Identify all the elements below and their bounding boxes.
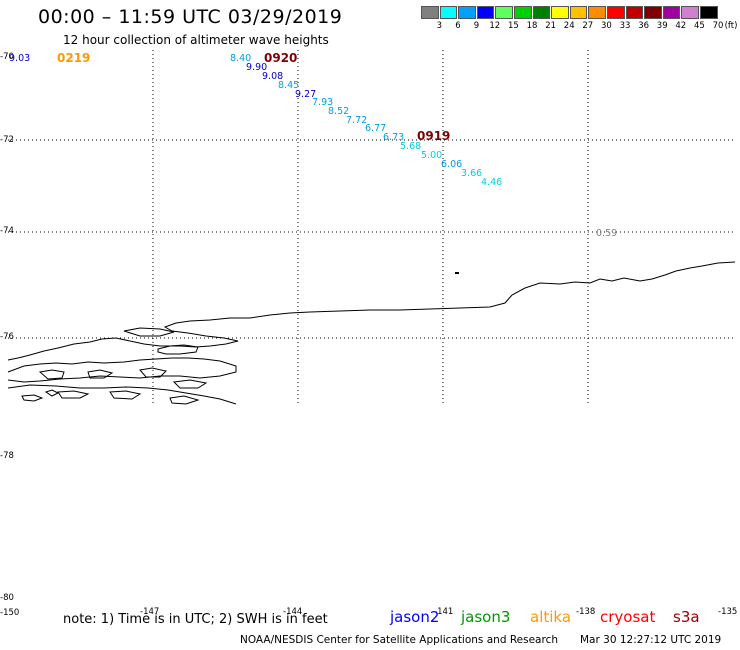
wave-height-colorbar <box>421 6 719 19</box>
coast-loop-8 <box>57 390 90 399</box>
colorbar-swatch <box>588 6 606 19</box>
swh-reading: 6.73 <box>383 132 405 143</box>
swh-reading: 9.03 <box>9 53 31 64</box>
orbit-time-label: 0219 <box>57 51 91 65</box>
lat-label-74: -74 <box>0 226 14 236</box>
coast-loop-4 <box>87 369 114 379</box>
lon-label-147: -147 <box>140 607 160 617</box>
coast-loop-11 <box>169 395 200 405</box>
colorbar-swatch <box>513 6 532 19</box>
colorbar-tick: 3 <box>436 21 443 31</box>
orbit-time-label: 0920 <box>264 51 298 65</box>
lat-label-80: -80 <box>0 593 14 603</box>
lat-label-72: -72 <box>0 135 14 145</box>
ice-shelf-edge <box>7 261 736 361</box>
colorbar-swatch <box>606 6 625 19</box>
colorbar-tick: 39 <box>656 21 668 31</box>
map-title: 00:00 – 11:59 UTC 03/29/2019 <box>38 6 343 28</box>
swh-reading: 3.66 <box>461 168 483 179</box>
colorbar-swatch <box>421 6 439 19</box>
colorbar-tick: 33 <box>619 21 631 31</box>
antarctic-coastline <box>7 261 736 405</box>
orbit-time-label: 0919 <box>417 129 451 143</box>
swh-reading: 6.06 <box>441 159 463 170</box>
swh-reading: 8.52 <box>328 106 350 117</box>
swh-reading: 4.46 <box>481 177 503 188</box>
satellite-legend-jason2: jason2 <box>390 608 440 626</box>
lat-label-76: -76 <box>0 332 14 342</box>
colorbar-tick: 15 <box>508 21 519 31</box>
colorbar-swatch <box>662 6 681 19</box>
colorbar-tick: 21 <box>545 21 557 31</box>
colorbar-tick: 36 <box>638 21 650 31</box>
colorbar-tick: 27 <box>582 21 594 31</box>
lon-label-135: -135 <box>718 607 738 617</box>
colorbar-swatch <box>439 6 458 19</box>
swh-reading: 8.40 <box>230 53 252 64</box>
lat-label-78: -78 <box>0 451 14 461</box>
coast-loop-9 <box>109 390 142 400</box>
colorbar-swatch <box>569 6 588 19</box>
colorbar-tick: 6 <box>455 21 461 31</box>
colorbar-tick: 9 <box>473 21 480 31</box>
footer-note: note: 1) Time is in UTC; 2) SWH is in fe… <box>63 612 328 627</box>
colorbar-tick-labels: 3 6 9 12 15 18 21 24 27 30 33 36 39 42 45 70 (ft) <box>421 21 740 33</box>
agency-credit: NOAA/NESDIS Center for Satellite Applica… <box>240 634 558 646</box>
lon-label-150: -150 <box>0 608 20 618</box>
coast-loop-12 <box>123 327 175 337</box>
swh-reading: 8.45 <box>278 80 300 91</box>
swh-reading: 9.08 <box>262 71 284 82</box>
colorbar-tick: 70 <box>712 21 724 31</box>
colorbar-swatch <box>625 6 644 19</box>
colorbar-swatch <box>476 6 495 19</box>
coast-loop-1 <box>157 344 199 355</box>
satellite-legend-s3a: s3a <box>673 608 700 626</box>
colorbar-tick: 45 <box>694 21 705 31</box>
satellite-legend-jason3: jason3 <box>461 608 511 626</box>
colorbar-swatch <box>495 6 513 19</box>
swh-reading: 5.00 <box>421 150 443 161</box>
colorbar-swatch <box>699 6 718 19</box>
swh-reading: 7.72 <box>346 115 368 126</box>
colorbar-tick: 18 <box>526 21 538 31</box>
swh-reading: 9.27 <box>295 89 317 100</box>
satellite-legend-cryosat: cryosat <box>600 608 656 626</box>
colorbar-swatch <box>681 6 699 19</box>
lat-label-70: -70 <box>0 52 14 62</box>
lat-lon-gridlines <box>8 50 735 406</box>
colorbar-swatch <box>644 6 662 19</box>
generated-timestamp: Mar 30 12:27:12 UTC 2019 <box>580 634 722 646</box>
coast-loop-2 <box>7 357 237 383</box>
swh-reading: 5.68 <box>400 141 422 152</box>
colorbar-swatch <box>551 6 569 19</box>
small-island <box>455 272 459 274</box>
coast-loop-3 <box>38 369 65 380</box>
lon-label-141: -141 <box>434 607 454 617</box>
swh-reading: 9.90 <box>246 62 268 73</box>
swh-reading: 6.77 <box>365 123 387 134</box>
colorbar-swatch <box>458 6 476 19</box>
coast-loop-6 <box>172 379 208 389</box>
colorbar-unit: (ft) <box>724 21 738 31</box>
colorbar-tick: 24 <box>563 21 575 31</box>
colorbar-swatch <box>532 6 551 19</box>
colorbar-tick: 42 <box>675 21 687 31</box>
satellite-legend-altika: altika <box>530 608 572 626</box>
swh-reading: 7.93 <box>312 97 334 108</box>
colorbar-tick: 30 <box>601 21 612 31</box>
swh-reading: 0.59 <box>596 228 618 239</box>
lon-label-144: -144 <box>283 607 303 617</box>
lon-label-138: -138 <box>576 607 596 617</box>
coast-loop-7 <box>7 384 237 405</box>
colorbar-tick: 12 <box>489 21 501 31</box>
coast-loop-13 <box>44 389 60 397</box>
coast-loop-5 <box>139 367 168 378</box>
map-subtitle: 12 hour collection of altimeter wave hei… <box>63 33 329 47</box>
coast-loop-10 <box>21 394 44 402</box>
